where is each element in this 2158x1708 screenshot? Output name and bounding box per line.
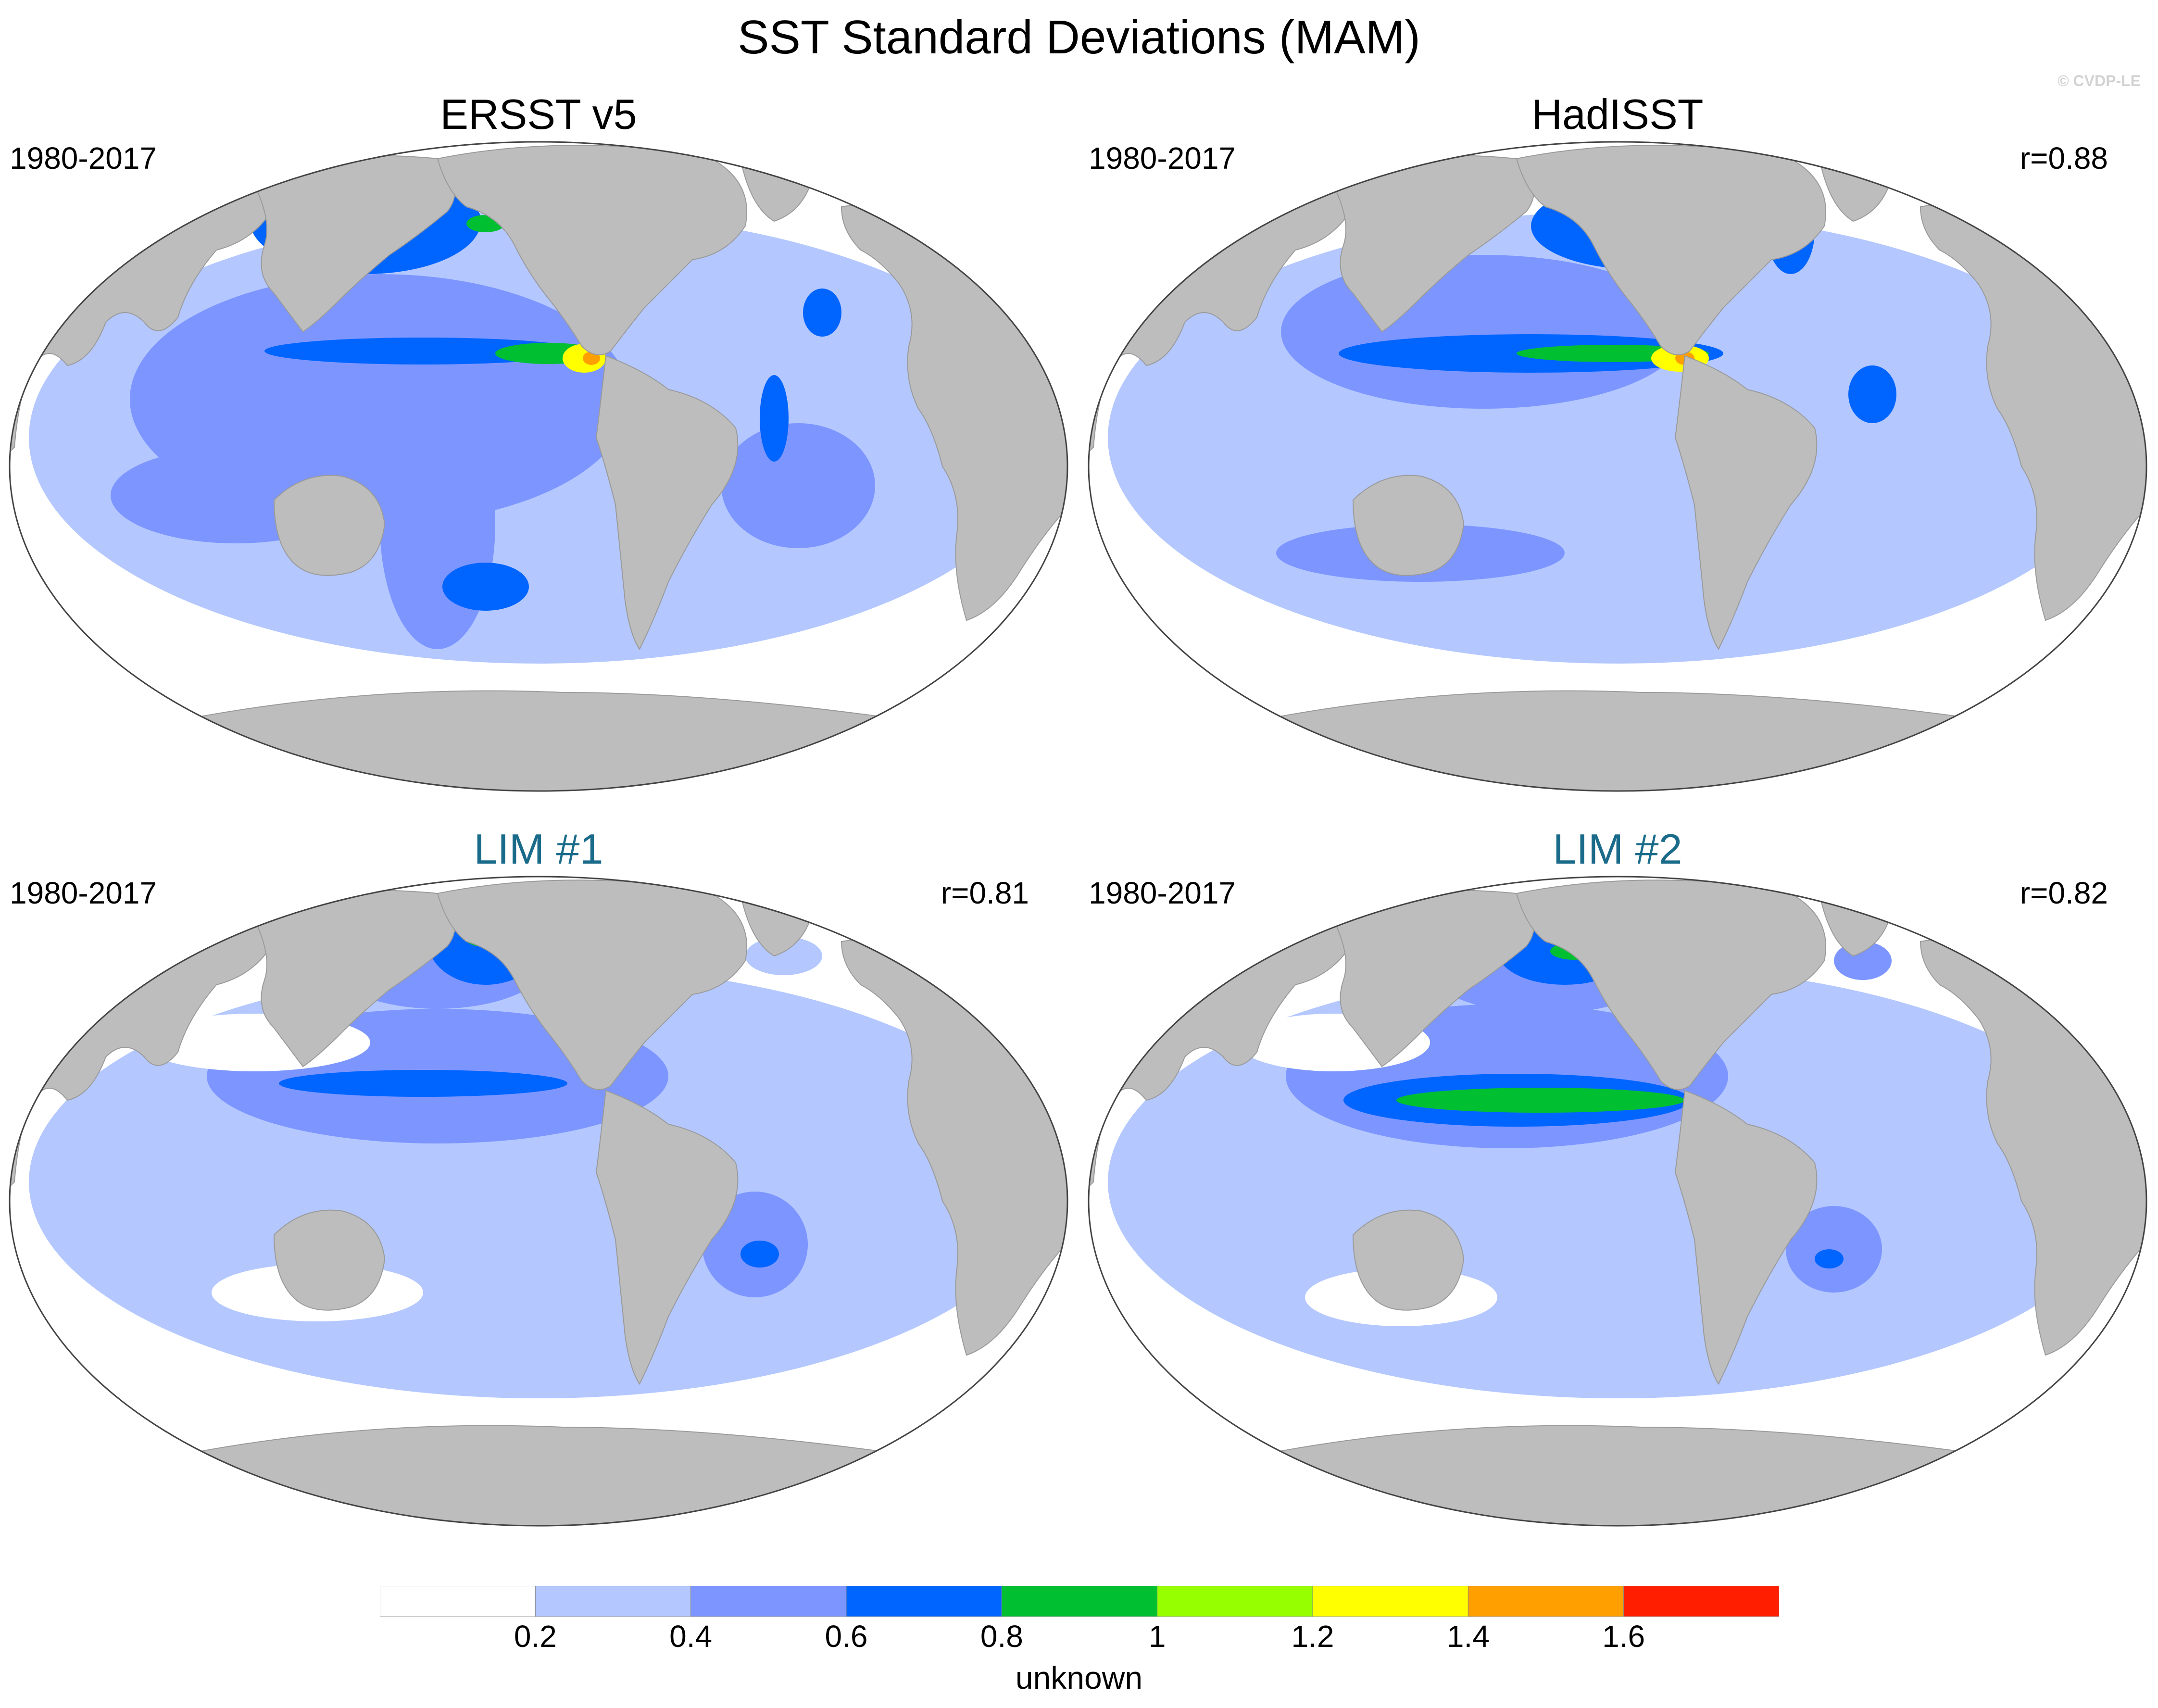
colorbar-swatch [846,1586,1002,1617]
colorbar-swatch [1157,1586,1313,1617]
colorbar-swatch [535,1586,691,1617]
sst-map [9,141,1068,792]
panel-title: LIM #2 [1553,825,1682,873]
map-outline [9,141,1068,792]
colorbar-tick-label: 0.2 [514,1619,557,1654]
period-label: 1980-2017 [1089,876,1236,910]
map-content [1089,142,2146,791]
sst-map [1088,141,2147,792]
sst-contour [192,144,240,163]
panel-title: ERSST v5 [440,90,637,138]
period-label: 1980-2017 [1089,141,1236,176]
colorbar-swatch [1001,1586,1158,1617]
colorbar-tick-label: 0.8 [980,1619,1023,1654]
figure-title: SST Standard Deviations (MAM) [738,11,1420,63]
map-content [10,142,1067,791]
sst-contour [1247,143,1305,164]
land-mass [244,890,455,1068]
period-label: 1980-2017 [10,141,157,176]
sst-contour [721,423,875,548]
colorbar [380,1586,1779,1617]
sst-map [1088,876,2147,1527]
sst-map [9,876,1068,1527]
land-mass [595,355,739,650]
colorbar-tick-label: 1 [1148,1619,1166,1654]
land-mass [1352,1209,1465,1311]
panel-ersst: ERSST v5 1980-2017 [0,91,1077,813]
sst-contour [803,289,841,337]
sst-contour [1786,1206,1882,1293]
sst-contour [1848,365,1896,423]
colorbar-swatch [1312,1586,1468,1617]
map-content [10,877,1067,1526]
sst-contour [1815,1249,1844,1268]
land-mass [1674,355,1818,650]
colorbar-tick-label: 1.4 [1446,1619,1490,1654]
land-mass [1323,890,1534,1068]
correlation-label: r=0.88 [2020,141,2108,176]
panel-hadisst: HadISST 1980-2017 r=0.88 [1079,91,2156,813]
land-mass [595,1090,739,1385]
land-mass [1352,475,1465,576]
panel-lim1: LIM #1 1980-2017 r=0.81 [0,826,1077,1547]
panel-lim2: LIM #2 1980-2017 r=0.82 [1079,826,2156,1547]
colorbar-swatch [1623,1586,1779,1617]
land-mass [273,475,386,576]
map-content [1089,877,2146,1526]
colorbar-tick-label: 1.6 [1602,1619,1645,1654]
colorbar-tick-label: 1.2 [1291,1619,1334,1654]
sst-contour [1396,1088,1685,1113]
map-outline [9,876,1068,1527]
sst-contour [380,399,495,649]
colorbar-label: unknown [1015,1660,1143,1695]
panel-title: LIM #1 [474,825,603,873]
period-label: 1980-2017 [10,876,157,910]
colorbar-swatch [690,1586,847,1617]
colorbar-swatch [380,1586,536,1617]
map-outline [1088,876,2147,1527]
sst-contour [279,1070,567,1097]
colorbar-tick-label: 0.4 [669,1619,713,1654]
land-mass [244,155,455,333]
land-mass [273,1209,386,1311]
map-outline [1088,141,2147,792]
land-mass [1674,1090,1818,1385]
panel-title: HadISST [1531,90,1704,138]
sst-contour [442,563,529,611]
colorbar-tick-label: 0.6 [825,1619,868,1654]
land-mass [1323,155,1534,333]
sst-contour [760,375,789,462]
colorbar-swatch [1468,1586,1624,1617]
correlation-label: r=0.82 [2020,876,2108,910]
sst-contour [740,1241,779,1268]
credit-label: © CVDP-LE [2058,72,2141,89]
correlation-label: r=0.81 [941,876,1029,910]
